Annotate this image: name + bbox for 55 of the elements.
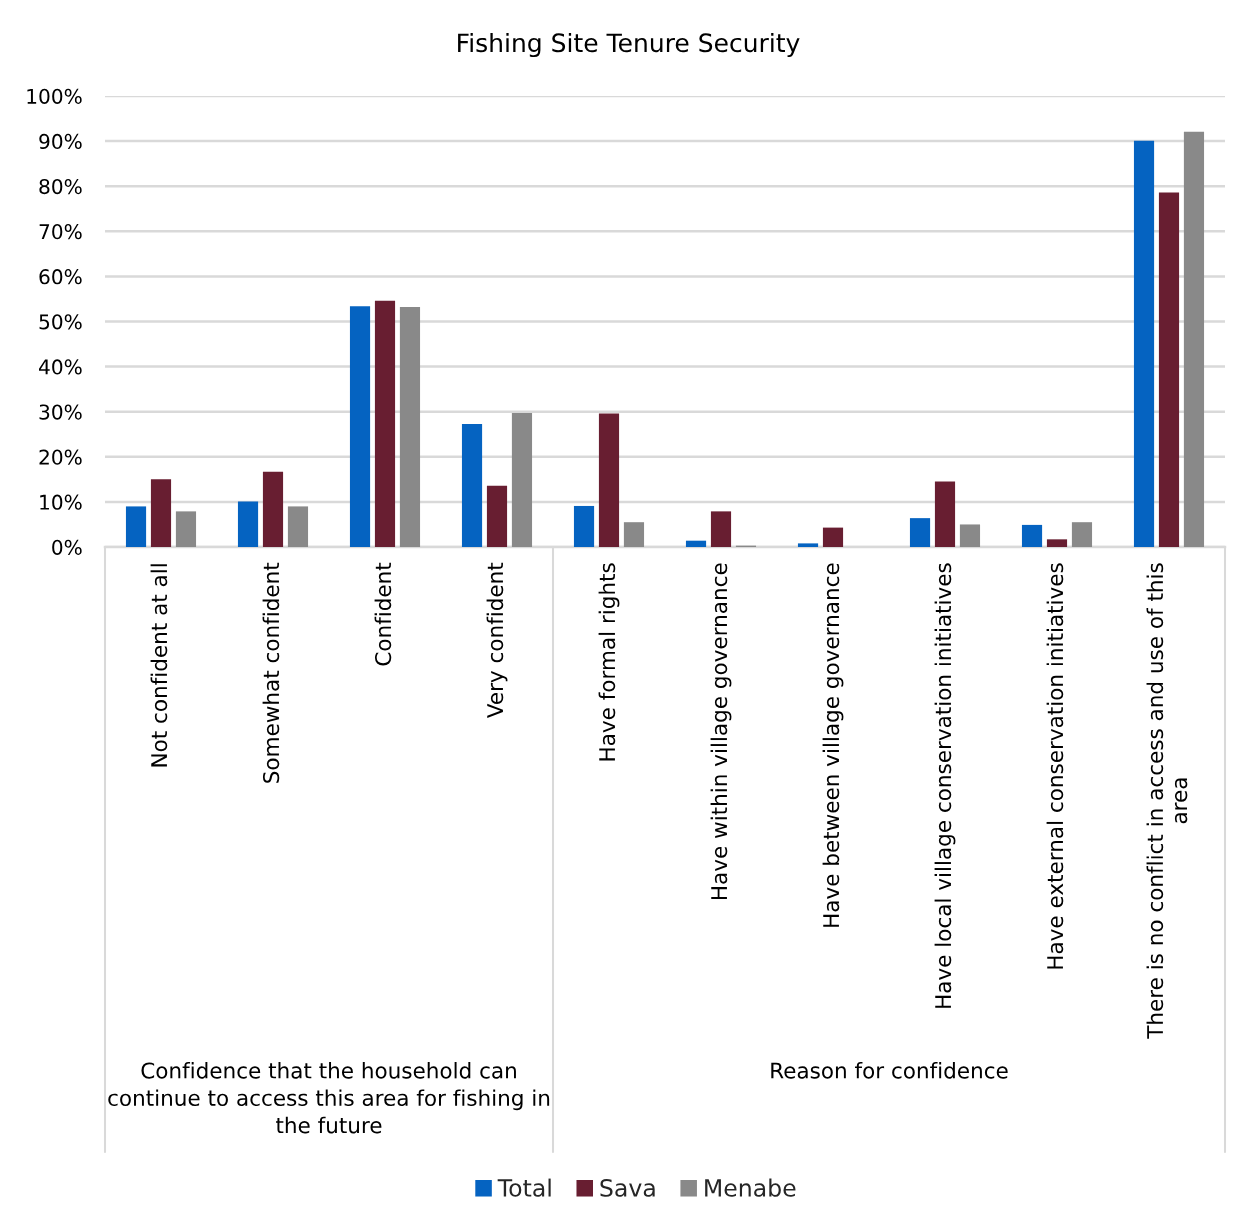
x-tick-label: Have within village governance (710, 563, 732, 900)
bar (959, 524, 981, 547)
bar (909, 518, 931, 547)
y-tick-label: 100% (27, 88, 82, 104)
x-tick-label: Have external conservation initiatives (1046, 563, 1064, 969)
x-tick-label: Confident (374, 562, 392, 666)
y-tick-label: 10% (40, 494, 82, 510)
y-tick-label: 30% (39, 404, 82, 420)
bar (934, 481, 956, 547)
bar (1133, 140, 1155, 547)
x-tick-label: Have local village conservation initiatives (934, 563, 956, 1008)
y-tick-label: 0% (52, 539, 82, 555)
legend-label: Sava (600, 1178, 655, 1197)
bar (461, 423, 483, 547)
bar (1158, 192, 1180, 547)
bar (486, 485, 508, 547)
bar (573, 505, 595, 547)
bar (125, 506, 147, 547)
legend-label: Menabe (705, 1178, 796, 1197)
x-tick-label: Very confident (486, 562, 508, 719)
bar (237, 501, 259, 547)
x-tick-label: Not confident at all (150, 564, 168, 767)
bar (175, 511, 197, 547)
bar (262, 471, 284, 547)
bar (399, 307, 421, 547)
text: Reason for confidence (771, 1062, 1008, 1079)
legend-label: Total (497, 1178, 551, 1197)
bar (710, 511, 732, 547)
y-tick-label: 20% (39, 449, 82, 465)
bar (1071, 522, 1093, 547)
y-tick-label: 50% (39, 314, 82, 330)
bar (1046, 539, 1068, 547)
x-tick-label: Somewhat confident (262, 562, 280, 783)
bar (685, 540, 707, 547)
text: Confidence that the household can continue to access this area for fishing in the future (108, 1062, 550, 1134)
bar (822, 527, 844, 547)
bar (623, 522, 645, 547)
y-tick-label: 90% (39, 133, 82, 150)
bar (511, 413, 533, 547)
chart-title: Fishing Site Tenure Security (458, 32, 800, 58)
bar (374, 300, 396, 547)
bar (797, 543, 819, 547)
bar (287, 506, 309, 547)
bar (1183, 131, 1205, 547)
x-tick-label: Have between village governance (822, 563, 844, 927)
bar (150, 479, 172, 547)
x-tick-label: Have formal rights (598, 563, 620, 761)
y-tick-label: 70% (39, 224, 82, 240)
y-tick-label: 60% (39, 269, 82, 285)
bar (1021, 524, 1043, 547)
bar (598, 413, 620, 547)
y-tick-label: 40% (39, 359, 82, 375)
bar (349, 306, 371, 547)
x-tick-label: There is no conflict in access and use of this area (1146, 563, 1188, 1039)
y-tick-label: 80% (39, 178, 82, 195)
